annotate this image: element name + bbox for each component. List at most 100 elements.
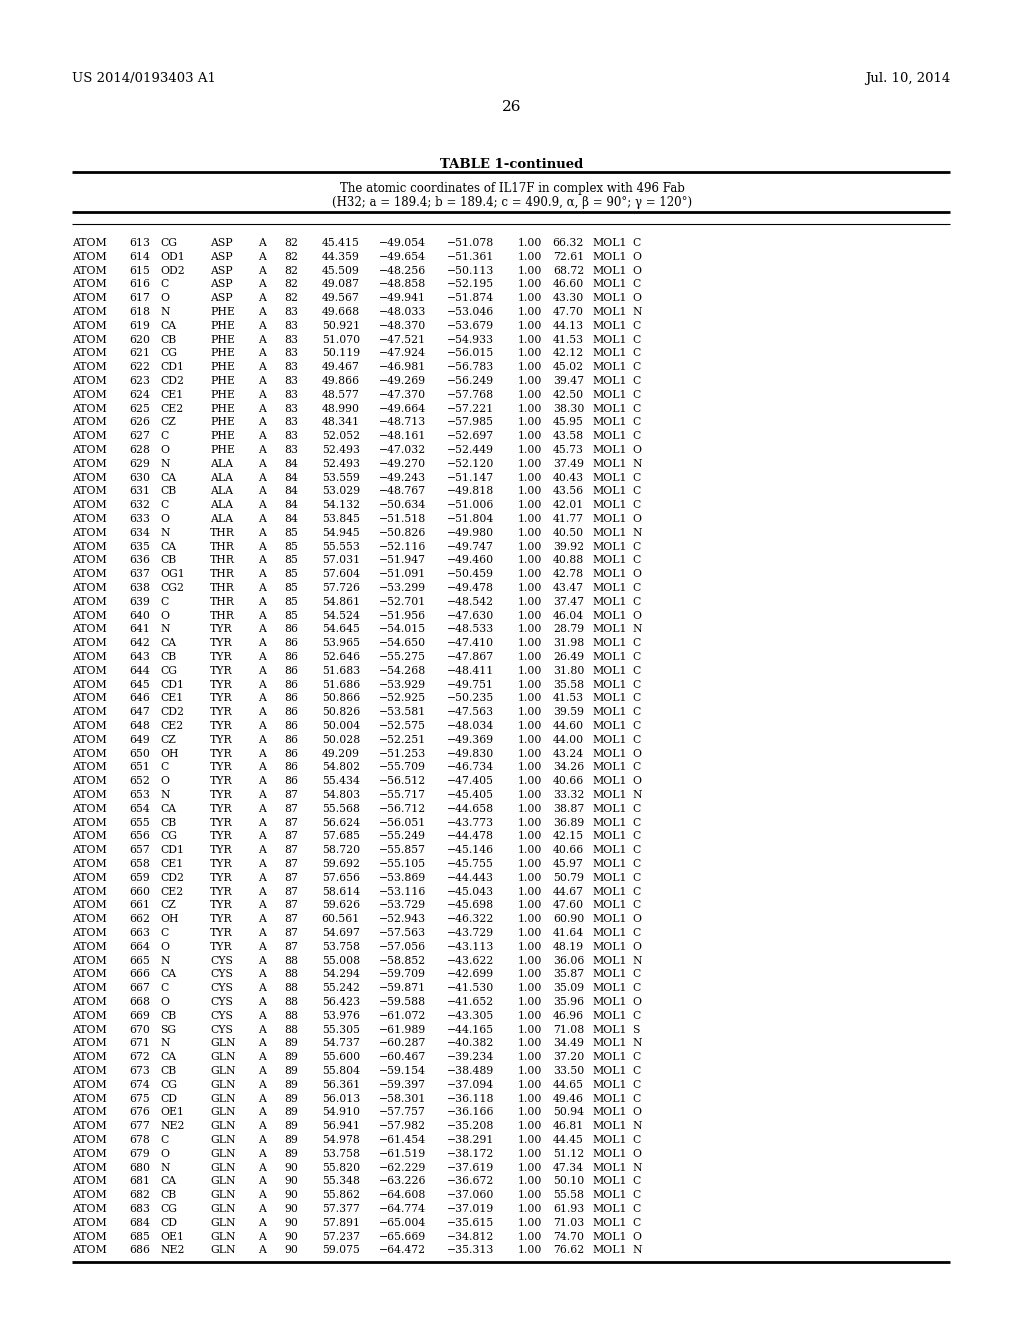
Text: A: A [258, 735, 266, 744]
Text: N: N [632, 308, 641, 317]
Text: A: A [258, 789, 266, 800]
Text: ATOM: ATOM [72, 845, 106, 855]
Text: CYS: CYS [210, 969, 232, 979]
Text: PHE: PHE [210, 445, 234, 455]
Text: 672: 672 [129, 1052, 150, 1063]
Text: 86: 86 [284, 665, 298, 676]
Text: C: C [632, 680, 640, 689]
Text: −54.268: −54.268 [379, 665, 426, 676]
Text: CYS: CYS [210, 1024, 232, 1035]
Text: 647: 647 [129, 708, 150, 717]
Text: 667: 667 [129, 983, 150, 993]
Text: ATOM: ATOM [72, 983, 106, 993]
Text: 84: 84 [284, 459, 298, 469]
Text: CB: CB [160, 556, 176, 565]
Text: −51.956: −51.956 [379, 611, 426, 620]
Text: MOL1: MOL1 [592, 928, 627, 939]
Text: 83: 83 [284, 417, 298, 428]
Text: O: O [632, 997, 641, 1007]
Text: −54.015: −54.015 [379, 624, 426, 635]
Text: −47.563: −47.563 [446, 708, 494, 717]
Text: MOL1: MOL1 [592, 583, 627, 593]
Text: 57.237: 57.237 [322, 1232, 360, 1242]
Text: 632: 632 [129, 500, 150, 511]
Text: A: A [258, 389, 266, 400]
Text: THR: THR [210, 556, 234, 565]
Text: MOL1: MOL1 [592, 680, 627, 689]
Text: A: A [258, 680, 266, 689]
Text: ATOM: ATOM [72, 1024, 106, 1035]
Text: ATOM: ATOM [72, 1080, 106, 1090]
Text: 89: 89 [284, 1121, 298, 1131]
Text: 54.697: 54.697 [323, 928, 360, 939]
Text: −53.679: −53.679 [446, 321, 494, 331]
Text: O: O [632, 445, 641, 455]
Text: 44.67: 44.67 [553, 887, 584, 896]
Text: S: S [632, 1024, 639, 1035]
Text: TYR: TYR [210, 680, 232, 689]
Text: MOL1: MOL1 [592, 293, 627, 304]
Text: CE2: CE2 [160, 404, 183, 413]
Text: A: A [258, 721, 266, 731]
Text: 52.493: 52.493 [322, 459, 360, 469]
Text: GLN: GLN [210, 1204, 236, 1214]
Text: ATOM: ATOM [72, 293, 106, 304]
Text: 1.00: 1.00 [517, 638, 542, 648]
Text: TYR: TYR [210, 832, 232, 841]
Text: 87: 87 [284, 873, 298, 883]
Text: 54.645: 54.645 [323, 624, 360, 635]
Text: −47.410: −47.410 [446, 638, 494, 648]
Text: 44.60: 44.60 [553, 721, 584, 731]
Text: 83: 83 [284, 308, 298, 317]
Text: C: C [632, 486, 640, 496]
Text: PHE: PHE [210, 321, 234, 331]
Text: A: A [258, 1107, 266, 1118]
Text: CD: CD [160, 1218, 177, 1228]
Text: 1.00: 1.00 [517, 583, 542, 593]
Text: 37.49: 37.49 [553, 459, 584, 469]
Text: A: A [258, 404, 266, 413]
Text: TYR: TYR [210, 652, 232, 663]
Text: A: A [258, 928, 266, 939]
Text: A: A [258, 1204, 266, 1214]
Text: A: A [258, 1052, 266, 1063]
Text: 88: 88 [284, 983, 298, 993]
Text: C: C [632, 804, 640, 814]
Text: −49.054: −49.054 [379, 238, 426, 248]
Text: 1.00: 1.00 [517, 252, 542, 261]
Text: A: A [258, 969, 266, 979]
Text: TABLE 1-continued: TABLE 1-continued [440, 158, 584, 172]
Text: O: O [632, 265, 641, 276]
Text: ATOM: ATOM [72, 611, 106, 620]
Text: A: A [258, 1093, 266, 1104]
Text: −61.454: −61.454 [379, 1135, 426, 1144]
Text: C: C [632, 845, 640, 855]
Text: 43.30: 43.30 [553, 293, 584, 304]
Text: C: C [632, 238, 640, 248]
Text: 54.945: 54.945 [323, 528, 360, 537]
Text: 86: 86 [284, 748, 298, 759]
Text: 1.00: 1.00 [517, 459, 542, 469]
Text: O: O [160, 776, 169, 787]
Text: 1.00: 1.00 [517, 1204, 542, 1214]
Text: MOL1: MOL1 [592, 845, 627, 855]
Text: 37.20: 37.20 [553, 1052, 584, 1063]
Text: 33.32: 33.32 [553, 789, 584, 800]
Text: 1.00: 1.00 [517, 389, 542, 400]
Text: ATOM: ATOM [72, 556, 106, 565]
Text: CE2: CE2 [160, 887, 183, 896]
Text: 55.804: 55.804 [322, 1067, 360, 1076]
Text: N: N [632, 1121, 641, 1131]
Text: C: C [632, 969, 640, 979]
Text: 55.305: 55.305 [322, 1024, 360, 1035]
Text: 54.861: 54.861 [322, 597, 360, 607]
Text: 648: 648 [129, 721, 150, 731]
Text: C: C [632, 417, 640, 428]
Text: 43.47: 43.47 [553, 583, 584, 593]
Text: 48.990: 48.990 [322, 404, 360, 413]
Text: −45.755: −45.755 [447, 859, 494, 869]
Text: 43.58: 43.58 [553, 432, 584, 441]
Text: OE1: OE1 [160, 1232, 184, 1242]
Text: C: C [632, 1135, 640, 1144]
Text: 631: 631 [129, 486, 150, 496]
